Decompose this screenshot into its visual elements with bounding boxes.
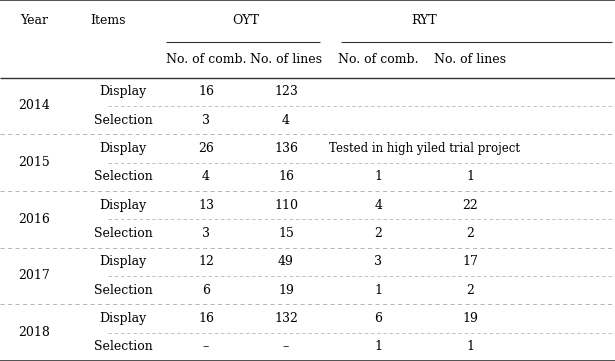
Text: 15: 15	[278, 227, 294, 240]
Text: 2: 2	[467, 284, 474, 297]
Text: 1: 1	[374, 340, 383, 353]
Text: Selection: Selection	[93, 227, 153, 240]
Text: 2015: 2015	[18, 156, 50, 169]
Text: Display: Display	[100, 85, 146, 98]
Text: 2014: 2014	[18, 99, 50, 113]
Text: Selection: Selection	[93, 114, 153, 127]
Text: 3: 3	[202, 227, 210, 240]
Text: No. of comb.: No. of comb.	[166, 53, 246, 66]
Text: Items: Items	[90, 14, 125, 27]
Text: 132: 132	[274, 312, 298, 325]
Text: Display: Display	[100, 142, 146, 155]
Text: 12: 12	[198, 255, 214, 268]
Text: 2: 2	[467, 227, 474, 240]
Text: 3: 3	[202, 114, 210, 127]
Text: –: –	[283, 340, 289, 353]
Text: 1: 1	[466, 170, 475, 183]
Text: Selection: Selection	[93, 170, 153, 183]
Text: 2016: 2016	[18, 213, 50, 226]
Text: 16: 16	[198, 312, 214, 325]
Text: 136: 136	[274, 142, 298, 155]
Text: No. of lines: No. of lines	[250, 53, 322, 66]
Text: Display: Display	[100, 255, 146, 268]
Text: Selection: Selection	[93, 340, 153, 353]
Text: Tested in high yiled trial project: Tested in high yiled trial project	[329, 142, 520, 155]
Text: 1: 1	[466, 340, 475, 353]
Text: 110: 110	[274, 199, 298, 212]
Text: 2: 2	[375, 227, 382, 240]
Text: 16: 16	[278, 170, 294, 183]
Text: 1: 1	[374, 170, 383, 183]
Text: Display: Display	[100, 312, 146, 325]
Text: 2017: 2017	[18, 269, 50, 283]
Text: 4: 4	[374, 199, 383, 212]
Text: RYT: RYT	[411, 14, 437, 27]
Text: Selection: Selection	[93, 284, 153, 297]
Text: 4: 4	[282, 114, 290, 127]
Text: 1: 1	[374, 284, 383, 297]
Text: 16: 16	[198, 85, 214, 98]
Text: 19: 19	[278, 284, 294, 297]
Text: 3: 3	[374, 255, 383, 268]
Text: 2018: 2018	[18, 326, 50, 339]
Text: 49: 49	[278, 255, 294, 268]
Text: No. of lines: No. of lines	[434, 53, 507, 66]
Text: 123: 123	[274, 85, 298, 98]
Text: 6: 6	[202, 284, 210, 297]
Text: 6: 6	[374, 312, 383, 325]
Text: 22: 22	[462, 199, 478, 212]
Text: 26: 26	[198, 142, 214, 155]
Text: Year: Year	[20, 14, 48, 27]
Text: No. of comb.: No. of comb.	[338, 53, 418, 66]
Text: –: –	[203, 340, 209, 353]
Text: 17: 17	[462, 255, 478, 268]
Text: OYT: OYT	[232, 14, 260, 27]
Text: 13: 13	[198, 199, 214, 212]
Text: 4: 4	[202, 170, 210, 183]
Text: 19: 19	[462, 312, 478, 325]
Text: Display: Display	[100, 199, 146, 212]
